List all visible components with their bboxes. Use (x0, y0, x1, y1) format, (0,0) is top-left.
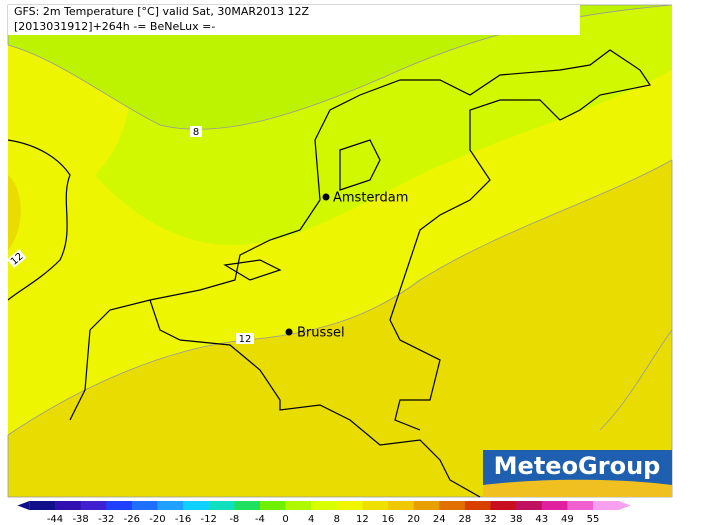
colorbar-segment (106, 501, 133, 510)
coastlines (7, 49, 651, 498)
colorbar-tick-label: -12 (201, 514, 217, 525)
colorbar-tick-label: 38 (510, 514, 523, 525)
colorbar-segment (311, 501, 338, 510)
colorbar-arrow-left (17, 501, 30, 510)
colorbar-segment (259, 501, 287, 510)
colorbar-segment (388, 501, 415, 510)
contour-label: 8 (193, 127, 199, 138)
contour-label: 12 (239, 334, 252, 345)
field-mustard-left (8, 175, 21, 250)
contour-label-box (236, 333, 254, 344)
colorbar-tick-label: -8 (229, 514, 239, 525)
colorbar-tick-label: -38 (72, 514, 88, 525)
header-subtitle: [2013031912]+264h -= BeNeLux =- (14, 20, 215, 33)
colorbar-tick-label: 16 (382, 514, 395, 525)
colorbar-tick-label: 4 (308, 514, 314, 525)
colorbar-tick-label: 0 (282, 514, 288, 525)
header-box (8, 5, 580, 35)
colorbar-arrow-right (618, 501, 631, 510)
city-marker (285, 328, 293, 336)
colorbar-segment (516, 501, 543, 510)
colorbar-segment (336, 501, 363, 510)
header-title: GFS: 2m Temperature [°C] valid Sat, 30MA… (14, 5, 310, 18)
colorbar-tick-label: 32 (484, 514, 497, 525)
colorbar-tick-label: -44 (47, 514, 63, 525)
colorbar-segment (362, 501, 389, 510)
colorbar-tick-label: 24 (433, 514, 446, 525)
colorbar-segment (29, 501, 56, 510)
contour-label-box (7, 249, 27, 268)
colorbar-tick-label: 43 (535, 514, 548, 525)
colorbar-segment (593, 501, 620, 510)
colorbar-tick-label: -16 (175, 514, 191, 525)
city-label: Amsterdam (333, 191, 408, 206)
contour-label-box (190, 126, 202, 137)
colorbar-segment (183, 501, 210, 510)
colorbar-segment (567, 501, 594, 510)
colorbar: -44 -38 -32 -26 -20 -16 -12 -8 -4 0 4 8 12 16 20 24 28 32… (17, 501, 631, 525)
logo-text: MeteoGroup (494, 452, 661, 480)
colorbar-segment (157, 501, 184, 510)
colorbar-segment (131, 501, 158, 510)
field-mustard (7, 159, 673, 498)
colorbar-tick-label: 28 (459, 514, 472, 525)
city-label: Brussel (297, 326, 345, 341)
colorbar-tick-label: 55 (587, 514, 600, 525)
colorbar-tick-label: 20 (407, 514, 420, 525)
colorbar-tick-label: 49 (561, 514, 574, 525)
logo-swoosh (483, 479, 672, 497)
contour-line (599, 329, 673, 431)
colorbar-tick-label: 8 (334, 514, 340, 525)
colorbar-segment (285, 501, 312, 510)
colorbar-tick-label: -32 (98, 514, 114, 525)
colorbar-tick-label: -26 (124, 514, 140, 525)
colorbar-segment (80, 501, 107, 510)
colorbar-segment (208, 501, 235, 510)
colorbar-tick-label: -20 (149, 514, 165, 525)
colorbar-segment (413, 501, 440, 510)
colorbar-segment (439, 501, 466, 510)
colorbar-segment (490, 501, 517, 510)
colorbar-segment (234, 501, 261, 510)
city-marker (322, 193, 330, 201)
colorbar-tick-label: 12 (356, 514, 369, 525)
colorbar-tick-label: -4 (255, 514, 265, 525)
colorbar-segment (55, 501, 82, 510)
colorbar-segment (464, 501, 492, 510)
colorbar-segment (541, 501, 568, 510)
